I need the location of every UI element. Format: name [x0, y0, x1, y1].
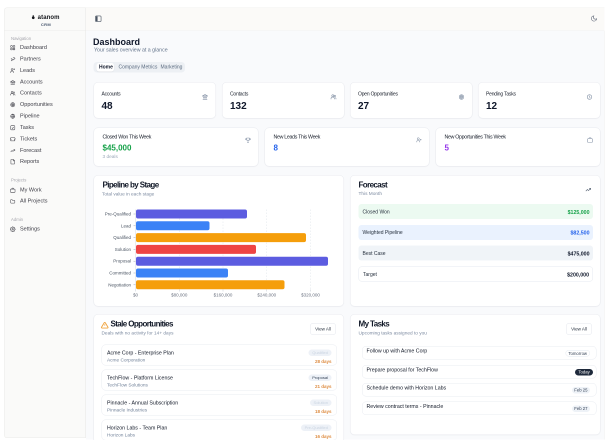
svg-text:Committed: Committed — [109, 271, 131, 276]
svg-text:Lead: Lead — [121, 223, 132, 228]
svg-text:$240,000: $240,000 — [257, 293, 276, 298]
svg-text:$80,000: $80,000 — [171, 293, 188, 298]
svg-text:$0: $0 — [133, 293, 139, 298]
svg-text:$320,000: $320,000 — [301, 293, 320, 298]
svg-text:Negotiation: Negotiation — [108, 282, 131, 287]
svg-text:Qualified: Qualified — [113, 235, 131, 240]
svg-text:Solution: Solution — [115, 247, 132, 252]
svg-text:Proposal: Proposal — [113, 259, 131, 264]
svg-text:$160,000: $160,000 — [214, 293, 233, 298]
svg-text:Pre-Qualified: Pre-Qualified — [105, 212, 132, 217]
